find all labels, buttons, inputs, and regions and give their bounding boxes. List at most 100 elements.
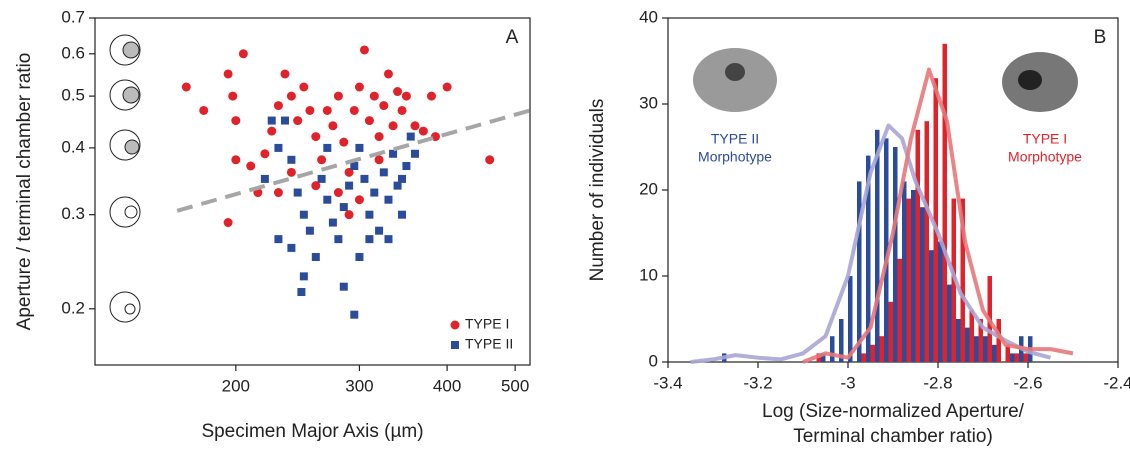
point xyxy=(267,126,277,136)
point xyxy=(442,82,452,92)
point xyxy=(370,188,379,197)
point xyxy=(299,272,308,281)
point xyxy=(339,137,349,147)
point xyxy=(339,203,348,212)
legend-marker xyxy=(450,320,460,330)
bar xyxy=(870,344,875,362)
point xyxy=(280,69,290,79)
bar xyxy=(929,250,934,362)
x-axis-label: Log (Size-normalized Aperture/ xyxy=(762,401,1025,422)
point xyxy=(273,101,283,111)
point xyxy=(293,116,303,126)
annotation: Morphotype xyxy=(698,149,772,165)
bar xyxy=(888,301,893,362)
bar xyxy=(861,353,866,362)
bar xyxy=(915,129,920,362)
point xyxy=(305,105,315,115)
point xyxy=(359,45,369,55)
point xyxy=(365,235,374,244)
bar xyxy=(902,181,907,362)
fit-line xyxy=(176,108,531,213)
point xyxy=(355,143,364,152)
bar xyxy=(965,327,970,362)
bar xyxy=(875,129,880,362)
point xyxy=(374,132,384,142)
x-tick-label: 300 xyxy=(345,376,373,395)
point xyxy=(287,155,296,164)
point xyxy=(393,87,403,97)
y-axis-label: Aperture / terminal chamber ratio xyxy=(14,53,35,331)
point xyxy=(384,235,393,244)
x-tick-label: -3.4 xyxy=(653,373,682,392)
bar xyxy=(924,121,929,362)
point xyxy=(365,210,374,219)
bar xyxy=(956,319,961,362)
x-tick-label: 400 xyxy=(433,376,461,395)
bar xyxy=(969,310,974,362)
point xyxy=(388,121,398,131)
point xyxy=(339,282,348,291)
annotation: TYPE I xyxy=(1023,131,1067,147)
bar xyxy=(884,138,889,362)
point xyxy=(299,82,309,92)
bar xyxy=(906,198,911,362)
bar xyxy=(983,336,988,362)
density-curve xyxy=(690,123,1052,364)
point xyxy=(410,149,419,158)
bar xyxy=(933,78,938,362)
x-tick-label: -2.6 xyxy=(1013,373,1042,392)
annotation: Morphotype xyxy=(1008,149,1082,165)
bar xyxy=(938,241,943,362)
point xyxy=(305,226,314,235)
point xyxy=(287,243,296,252)
y-axis-label: Number of individuals xyxy=(587,99,608,282)
point xyxy=(364,116,374,126)
point xyxy=(333,188,343,198)
point xyxy=(274,143,283,152)
shell-images xyxy=(693,48,1078,112)
bar xyxy=(1010,353,1015,362)
bar xyxy=(839,319,844,362)
point xyxy=(485,155,495,165)
bar xyxy=(879,336,884,362)
bar xyxy=(911,190,916,362)
bar xyxy=(974,336,979,362)
point xyxy=(311,132,321,142)
x-tick-label: -3.2 xyxy=(743,373,772,392)
point xyxy=(354,195,364,205)
point xyxy=(345,181,354,190)
bar xyxy=(942,43,947,363)
point xyxy=(379,168,388,177)
point xyxy=(393,181,402,190)
point xyxy=(328,218,337,227)
point xyxy=(398,210,407,219)
point xyxy=(344,167,354,177)
point xyxy=(311,253,320,262)
point xyxy=(273,188,283,198)
point xyxy=(286,91,296,101)
point xyxy=(354,82,364,92)
point xyxy=(228,91,238,101)
point xyxy=(267,116,276,125)
point xyxy=(360,174,369,183)
point xyxy=(350,162,359,171)
point xyxy=(323,143,332,152)
x-axis-label: Terminal chamber ratio) xyxy=(793,426,993,447)
bar xyxy=(1023,353,1028,362)
point xyxy=(223,69,233,79)
x-tick-label: -3 xyxy=(840,373,855,392)
bar xyxy=(1014,353,1019,362)
point xyxy=(260,149,270,159)
point xyxy=(374,155,384,165)
point xyxy=(317,155,327,165)
x-tick-label: 200 xyxy=(222,376,250,395)
point xyxy=(406,132,415,141)
point xyxy=(349,105,359,115)
bar xyxy=(920,207,925,362)
bar xyxy=(893,147,898,362)
point xyxy=(223,218,233,228)
bar xyxy=(821,353,826,362)
point xyxy=(280,116,289,125)
annotation: TYPE II xyxy=(711,131,759,147)
